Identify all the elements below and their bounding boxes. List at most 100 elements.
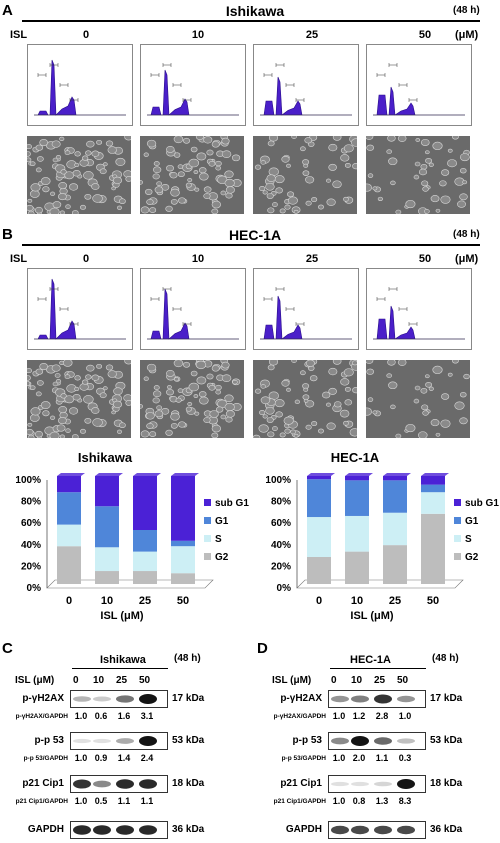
panel-a-rule bbox=[22, 20, 480, 22]
bar-segment bbox=[345, 480, 369, 516]
legend-swatch bbox=[204, 517, 211, 524]
blot-ratio-label: p21 Cip1/GAPDH bbox=[15, 798, 68, 805]
blot-band bbox=[374, 825, 392, 835]
micrograph bbox=[27, 136, 131, 214]
legend-label: S bbox=[215, 534, 222, 545]
flow-histogram bbox=[27, 268, 133, 350]
bar-segment bbox=[307, 476, 331, 480]
legend-label: G2 bbox=[215, 552, 229, 563]
blot-lane-conc: 10 bbox=[351, 675, 363, 686]
blot-band bbox=[73, 825, 91, 835]
legend-label: G1 bbox=[215, 516, 229, 527]
blot-ratio-value: 0.5 bbox=[94, 796, 108, 806]
panel-a-isl-label: ISL bbox=[10, 29, 28, 41]
y-tick-label: 60% bbox=[21, 518, 41, 529]
blot-ratio-label: p-p 53/GAPDH bbox=[23, 755, 68, 762]
bar-segment bbox=[57, 476, 81, 493]
panel-a-conc-3: 50 bbox=[418, 29, 432, 41]
flow-histogram bbox=[253, 44, 359, 126]
blot-band bbox=[397, 695, 415, 703]
panel-b-conc-2: 25 bbox=[305, 253, 319, 265]
blot-ratio-value: 2.8 bbox=[375, 711, 389, 721]
blot-membrane bbox=[328, 821, 426, 839]
chart-hec1a: HEC-1A 0% 20% 40% 60% 80% 100% 0 10 25 50 ISL (μM) s… bbox=[265, 450, 499, 622]
blot-kda: 36 kDa bbox=[172, 824, 205, 835]
panel-b-letter: B bbox=[2, 226, 13, 243]
panel-a-letter: A bbox=[2, 2, 13, 19]
blot-band bbox=[351, 736, 369, 746]
y-tick-label: 0% bbox=[277, 583, 292, 594]
panel-c-isl-label: ISL (μM) bbox=[15, 675, 55, 686]
legend-label: G1 bbox=[465, 516, 479, 527]
bar-segment bbox=[421, 513, 445, 584]
bar-segment bbox=[133, 530, 157, 552]
blot-band bbox=[374, 781, 392, 787]
bar-segment bbox=[383, 480, 407, 513]
blot-membrane bbox=[70, 690, 168, 708]
blot-kda: 18 kDa bbox=[430, 778, 463, 789]
blot-lane-conc: 0 bbox=[331, 675, 337, 686]
panel-b-title: HEC-1A bbox=[228, 227, 282, 243]
blot-band bbox=[397, 825, 415, 835]
blot-ratio-value: 1.0 bbox=[74, 796, 88, 806]
blot-ratio-value: 1.0 bbox=[74, 753, 88, 763]
bar-segment bbox=[171, 573, 195, 584]
chart-title: Ishikawa bbox=[78, 450, 133, 465]
blot-ratio-value: 0.3 bbox=[398, 753, 412, 763]
y-tick-label: 100% bbox=[15, 475, 41, 486]
y-tick-label: 60% bbox=[271, 518, 291, 529]
blot-protein-label: p21 Cip1 bbox=[280, 778, 322, 789]
blot-membrane bbox=[70, 821, 168, 839]
panel-b-time: (48 h) bbox=[453, 229, 480, 240]
blot-ratio-value: 1.6 bbox=[117, 711, 131, 721]
x-tick-label: 10 bbox=[351, 595, 363, 607]
bar-segment bbox=[307, 557, 331, 584]
x-tick-label: 50 bbox=[177, 595, 189, 607]
bar-segment bbox=[383, 476, 407, 481]
bar-segment bbox=[421, 484, 445, 493]
flow-histogram bbox=[27, 44, 133, 126]
x-tick-label: 25 bbox=[389, 595, 401, 607]
blot-band bbox=[139, 825, 157, 835]
legend-swatch bbox=[204, 535, 211, 542]
blot-ratio-label: p21 Cip1/GAPDH bbox=[273, 798, 326, 805]
blot-ratio-value: 0.6 bbox=[94, 711, 108, 721]
blot-ratio-value: 8.3 bbox=[398, 796, 412, 806]
x-axis-label: ISL (μM) bbox=[100, 610, 144, 622]
blot-band bbox=[374, 694, 392, 704]
legend-swatch bbox=[204, 499, 211, 506]
panel-c-title: Ishikawa bbox=[100, 654, 146, 666]
blot-band bbox=[331, 781, 349, 787]
bar-segment bbox=[307, 479, 331, 518]
blot-band bbox=[351, 695, 369, 703]
blot-kda: 53 kDa bbox=[172, 735, 205, 746]
blot-lane-conc: 25 bbox=[374, 675, 386, 686]
micrograph bbox=[140, 360, 244, 438]
micrograph bbox=[366, 136, 470, 214]
blot-band bbox=[93, 825, 111, 835]
y-tick-label: 40% bbox=[21, 540, 41, 551]
x-tick-label: 10 bbox=[101, 595, 113, 607]
legend-swatch bbox=[454, 535, 461, 542]
panel-a-conc-0: 0 bbox=[82, 29, 90, 41]
panel-b-conc-3: 50 bbox=[418, 253, 432, 265]
bar-top bbox=[57, 473, 85, 476]
flow-histogram bbox=[140, 44, 246, 126]
blot-band bbox=[73, 779, 91, 789]
panel-b-unit: (μM) bbox=[455, 253, 479, 265]
bar-top bbox=[171, 473, 199, 476]
blot-ratio-value: 0.9 bbox=[94, 753, 108, 763]
blot-lane-conc: 50 bbox=[139, 675, 151, 686]
y-tick-label: 20% bbox=[271, 561, 291, 572]
bar-top bbox=[95, 473, 123, 476]
panel-d-isl-label: ISL (μM) bbox=[272, 675, 312, 686]
panel-a-conc-1: 10 bbox=[191, 29, 205, 41]
chart-ishikawa: Ishikawa 0% 20% 40% 60% 80% 100% 0 10 25 50 ISL (μM… bbox=[15, 450, 249, 622]
bar-segment bbox=[133, 476, 157, 530]
bar-segment bbox=[95, 476, 119, 507]
blot-protein-label: p-γH2AX bbox=[280, 693, 322, 704]
micrograph bbox=[140, 136, 244, 214]
y-tick-label: 100% bbox=[265, 475, 291, 486]
blot-band bbox=[116, 825, 134, 835]
blot-ratio-value: 1.0 bbox=[332, 753, 346, 763]
